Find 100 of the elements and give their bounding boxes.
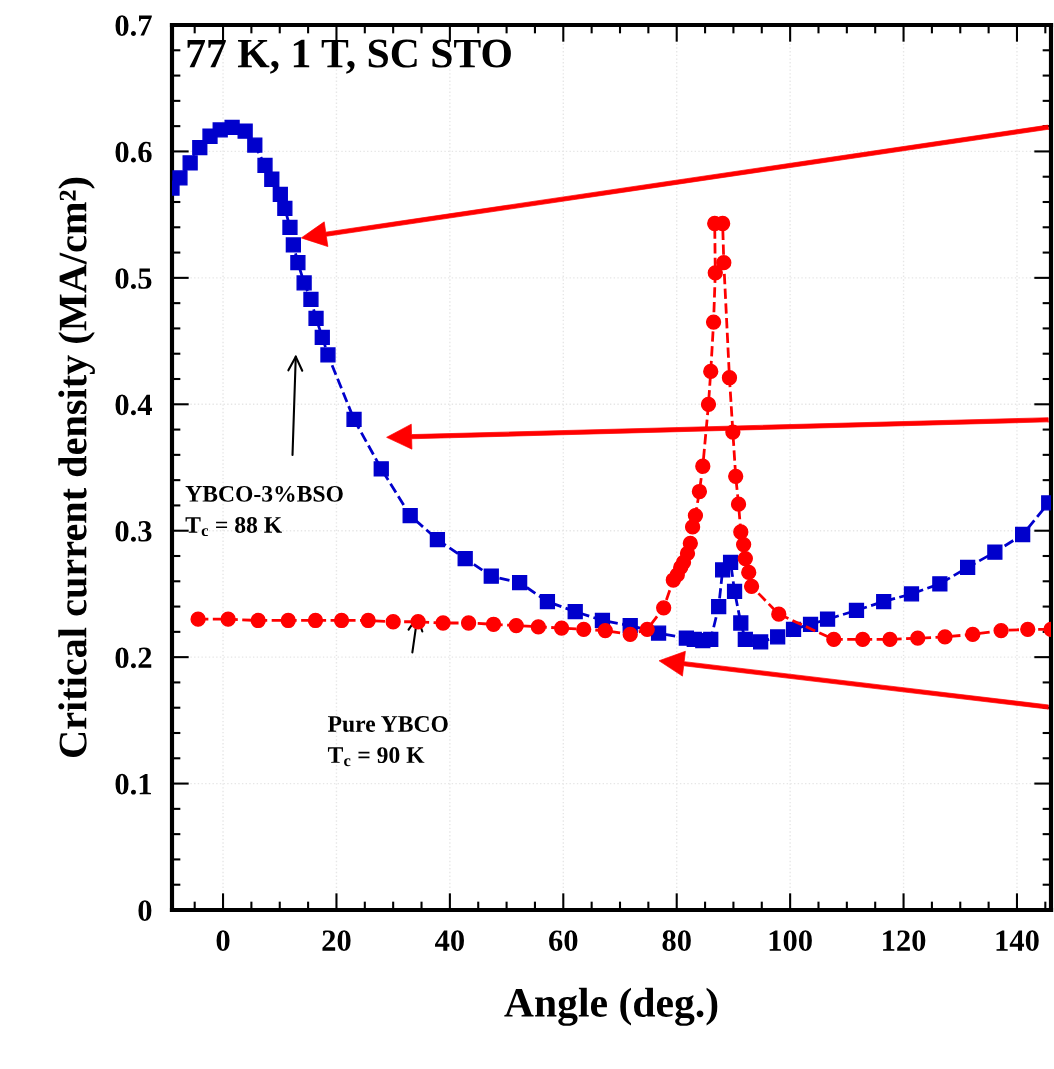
point [993, 622, 1009, 639]
point [172, 170, 188, 186]
point [247, 137, 263, 153]
x-tick-label: 60 [549, 930, 578, 951]
point [728, 468, 744, 484]
point [553, 620, 570, 636]
point [770, 629, 786, 645]
point [429, 531, 446, 548]
point [220, 611, 236, 627]
point [483, 568, 499, 584]
point [237, 123, 253, 139]
point [705, 314, 722, 330]
point [257, 157, 273, 173]
point [530, 619, 546, 635]
point [733, 615, 749, 631]
point [937, 629, 953, 645]
point [539, 593, 556, 610]
chart-title: 77 K, 1 T, SC STO [187, 39, 511, 74]
y-tick-label: 0.4 [115, 394, 152, 416]
y-tick-label: 0.3 [115, 521, 152, 542]
point [848, 602, 865, 619]
point [264, 171, 280, 187]
y-tick-label: 0 [138, 900, 152, 921]
x-tick-label: 140 [996, 930, 1039, 951]
point [691, 483, 708, 500]
point [682, 535, 698, 551]
point [695, 458, 711, 474]
point [307, 612, 324, 629]
point [722, 554, 739, 570]
point [737, 631, 753, 648]
point [360, 612, 376, 629]
point [932, 576, 948, 592]
point [303, 291, 319, 307]
y-tick-label: 0.5 [115, 268, 152, 289]
point [882, 631, 898, 648]
point [250, 612, 266, 629]
point [346, 411, 362, 428]
y-tick-label: 0.6 [115, 141, 152, 163]
x-tick-label: 20 [322, 930, 351, 951]
y-tick-label: 0.2 [115, 647, 152, 669]
point [737, 550, 753, 567]
x-axis-title: Angle (deg.) [504, 987, 718, 1026]
point [733, 524, 749, 540]
point [373, 461, 389, 477]
point [639, 621, 655, 637]
point [314, 329, 330, 345]
point [716, 255, 732, 271]
point [511, 574, 528, 591]
point [726, 583, 743, 600]
point [485, 616, 502, 632]
point [508, 617, 524, 634]
point [567, 603, 583, 620]
point [730, 496, 747, 512]
point [741, 564, 757, 581]
annotation: YBCO-3%BSO T$_{c}$ = 88 K [185, 485, 343, 537]
point [402, 507, 418, 524]
point [910, 630, 926, 646]
x-tick-label: 0 [216, 930, 230, 951]
point [190, 611, 206, 627]
y-tick-label: 0.7 [115, 15, 152, 37]
point [277, 200, 293, 216]
point [735, 536, 752, 553]
point [725, 424, 741, 440]
point [1020, 621, 1036, 637]
point [987, 544, 1003, 560]
point [576, 621, 592, 637]
point [385, 614, 401, 630]
point [285, 237, 301, 253]
point [826, 631, 842, 648]
point [320, 347, 336, 363]
point [721, 370, 738, 386]
point [965, 626, 981, 643]
x-tick-label: 120 [883, 930, 926, 951]
point [703, 363, 719, 380]
point [224, 119, 240, 136]
point [182, 155, 198, 171]
x-tick-label: 80 [662, 930, 691, 951]
point [296, 275, 312, 291]
point [597, 622, 613, 639]
point [700, 396, 717, 412]
point [308, 310, 324, 326]
point [460, 615, 477, 631]
point [333, 612, 350, 629]
point [1015, 526, 1031, 543]
point [282, 219, 298, 235]
point [622, 626, 638, 643]
point [743, 578, 760, 594]
point [435, 615, 451, 631]
point [280, 612, 296, 629]
point [272, 186, 288, 203]
point [687, 507, 704, 524]
point [290, 255, 306, 271]
point [703, 631, 719, 648]
point [707, 265, 723, 281]
y-tick-label: 0.1 [115, 773, 151, 795]
point [753, 634, 769, 650]
point [876, 593, 892, 610]
x-tick-label: 100 [769, 930, 812, 951]
point [457, 550, 473, 567]
y-axis-title: Critical current density (MA/cm²) [58, 177, 95, 757]
